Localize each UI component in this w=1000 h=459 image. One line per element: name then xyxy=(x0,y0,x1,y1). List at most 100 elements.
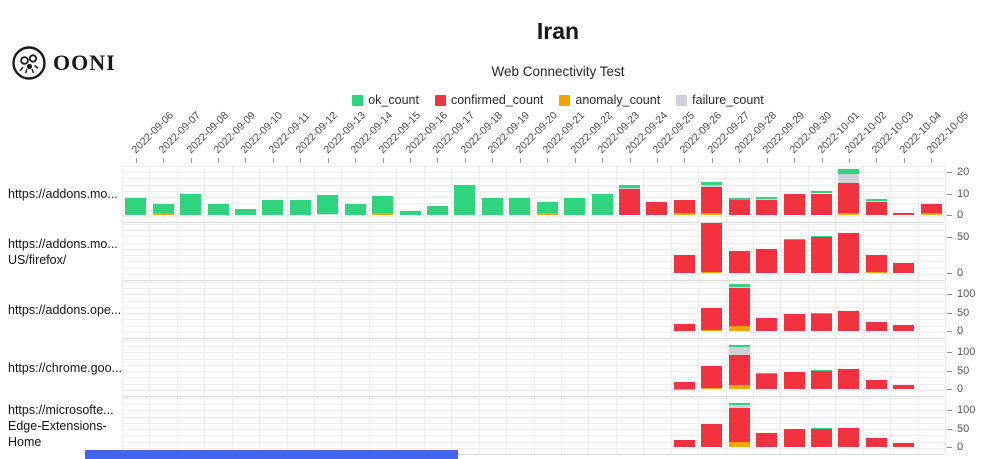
bar-segment-failure_count[interactable] xyxy=(317,213,339,215)
bar-segment-confirmed_count[interactable] xyxy=(920,204,942,213)
bar-segment-anomaly_count[interactable] xyxy=(701,329,723,331)
bar-segment-anomaly_count[interactable] xyxy=(838,212,860,215)
bar-segment-ok_count[interactable] xyxy=(207,204,229,215)
bar-segment-anomaly_count[interactable] xyxy=(728,384,750,389)
bar-segment-ok_count[interactable] xyxy=(756,373,778,375)
bar-segment-anomaly_count[interactable] xyxy=(701,271,723,273)
bar-segment-anomaly_count[interactable] xyxy=(728,442,750,447)
bar-segment-ok_count[interactable] xyxy=(454,184,476,215)
bar-segment-confirmed_count[interactable] xyxy=(646,202,668,215)
bar-segment-confirmed_count[interactable] xyxy=(728,199,750,215)
bar-segment-anomaly_count[interactable] xyxy=(728,326,750,331)
bar-segment-ok_count[interactable] xyxy=(756,196,778,199)
bar-segment-confirmed_count[interactable] xyxy=(811,237,833,273)
bar-segment-confirmed_count[interactable] xyxy=(893,325,915,331)
bar-segment-confirmed_count[interactable] xyxy=(838,427,860,447)
bar-segment-confirmed_count[interactable] xyxy=(893,212,915,215)
bar-segment-confirmed_count[interactable] xyxy=(865,255,887,273)
bar-segment-anomaly_count[interactable] xyxy=(372,212,394,215)
bar-segment-confirmed_count[interactable] xyxy=(701,424,723,447)
bar-segment-confirmed_count[interactable] xyxy=(783,313,805,331)
bar-segment-confirmed_count[interactable] xyxy=(673,323,695,331)
legend-item-anomaly_count[interactable]: anomaly_count xyxy=(559,93,660,107)
bar-segment-ok_count[interactable] xyxy=(811,312,833,314)
bar-segment-ok_count[interactable] xyxy=(289,199,311,215)
bar-segment-confirmed_count[interactable] xyxy=(865,202,887,215)
bar-segment-ok_count[interactable] xyxy=(728,284,750,287)
bar-segment-ok_count[interactable] xyxy=(262,199,284,215)
bar-segment-confirmed_count[interactable] xyxy=(728,407,750,443)
bar-segment-confirmed_count[interactable] xyxy=(673,440,695,447)
legend-item-failure_count[interactable]: failure_count xyxy=(676,93,764,107)
bar-segment-ok_count[interactable] xyxy=(728,197,750,200)
bar-segment-anomaly_count[interactable] xyxy=(920,212,942,215)
bar-segment-confirmed_count[interactable] xyxy=(893,262,915,273)
bar-segment-confirmed_count[interactable] xyxy=(783,239,805,273)
bar-segment-confirmed_count[interactable] xyxy=(673,255,695,273)
bar-segment-confirmed_count[interactable] xyxy=(756,318,778,331)
bar-segment-ok_count[interactable] xyxy=(811,191,833,194)
bar-segment-confirmed_count[interactable] xyxy=(783,193,805,215)
bar-segment-failure_count[interactable] xyxy=(838,174,860,183)
bar-segment-ok_count[interactable] xyxy=(564,197,586,215)
bar-segment-anomaly_count[interactable] xyxy=(701,212,723,215)
bar-segment-ok_count[interactable] xyxy=(481,197,503,215)
bar-segment-confirmed_count[interactable] xyxy=(728,288,750,327)
bar-segment-ok_count[interactable] xyxy=(701,181,723,185)
bar-segment-ok_count[interactable] xyxy=(811,427,833,429)
bar-segment-ok_count[interactable] xyxy=(619,184,641,189)
bar-segment-ok_count[interactable] xyxy=(399,210,421,215)
bar-segment-confirmed_count[interactable] xyxy=(838,182,860,213)
bar-segment-failure_count[interactable] xyxy=(728,347,750,356)
bar-segment-ok_count[interactable] xyxy=(180,193,202,215)
bar-segment-ok_count[interactable] xyxy=(865,198,887,202)
bar-segment-failure_count[interactable] xyxy=(728,286,750,289)
bar-segment-confirmed_count[interactable] xyxy=(811,313,833,331)
bar-segment-ok_count[interactable] xyxy=(426,206,448,215)
bar-segment-ok_count[interactable] xyxy=(811,370,833,371)
bar-segment-confirmed_count[interactable] xyxy=(893,442,915,447)
bar-segment-confirmed_count[interactable] xyxy=(838,310,860,331)
bar-segment-ok_count[interactable] xyxy=(591,193,613,215)
bar-segment-ok_count[interactable] xyxy=(152,204,174,213)
bar-segment-ok_count[interactable] xyxy=(234,208,256,215)
bar-segment-ok_count[interactable] xyxy=(811,235,833,237)
bar-segment-ok_count[interactable] xyxy=(783,238,805,240)
bar-segment-confirmed_count[interactable] xyxy=(865,321,887,331)
bar-segment-ok_count[interactable] xyxy=(728,402,750,406)
bar-segment-confirmed_count[interactable] xyxy=(756,249,778,273)
bar-segment-confirmed_count[interactable] xyxy=(756,199,778,215)
bar-segment-confirmed_count[interactable] xyxy=(811,193,833,215)
bar-segment-ok_count[interactable] xyxy=(509,197,531,215)
bar-segment-confirmed_count[interactable] xyxy=(728,251,750,273)
bar-segment-confirmed_count[interactable] xyxy=(756,374,778,389)
bar-segment-ok_count[interactable] xyxy=(728,344,750,348)
bar-segment-confirmed_count[interactable] xyxy=(811,370,833,389)
bar-segment-confirmed_count[interactable] xyxy=(701,222,723,272)
bar-segment-failure_count[interactable] xyxy=(865,201,887,203)
bar-segment-ok_count[interactable] xyxy=(536,202,558,213)
bar-segment-ok_count[interactable] xyxy=(838,168,860,175)
legend-item-confirmed_count[interactable]: confirmed_count xyxy=(434,93,543,107)
bar-segment-anomaly_count[interactable] xyxy=(536,212,558,215)
bar-segment-failure_count[interactable] xyxy=(756,198,778,200)
bar-segment-confirmed_count[interactable] xyxy=(756,432,778,447)
bar-segment-confirmed_count[interactable] xyxy=(701,366,723,389)
bar-segment-confirmed_count[interactable] xyxy=(701,307,723,330)
bar-segment-anomaly_count[interactable] xyxy=(865,272,887,273)
bar-segment-confirmed_count[interactable] xyxy=(838,368,860,389)
bar-segment-confirmed_count[interactable] xyxy=(783,428,805,447)
bar-segment-failure_count[interactable] xyxy=(728,405,750,408)
bar-segment-failure_count[interactable] xyxy=(701,184,723,188)
bar-segment-confirmed_count[interactable] xyxy=(811,428,833,447)
bar-segment-confirmed_count[interactable] xyxy=(701,187,723,213)
bar-segment-confirmed_count[interactable] xyxy=(619,189,641,215)
bar-segment-ok_count[interactable] xyxy=(372,195,394,213)
bar-segment-confirmed_count[interactable] xyxy=(673,199,695,213)
bar-segment-anomaly_count[interactable] xyxy=(673,212,695,215)
bar-segment-ok_count[interactable] xyxy=(344,204,366,215)
legend-item-ok_count[interactable]: ok_count xyxy=(352,93,419,107)
bar-segment-ok_count[interactable] xyxy=(125,197,147,215)
bar-segment-failure_count[interactable] xyxy=(619,188,641,190)
bottom-scrollbar-thumb[interactable] xyxy=(85,450,458,459)
